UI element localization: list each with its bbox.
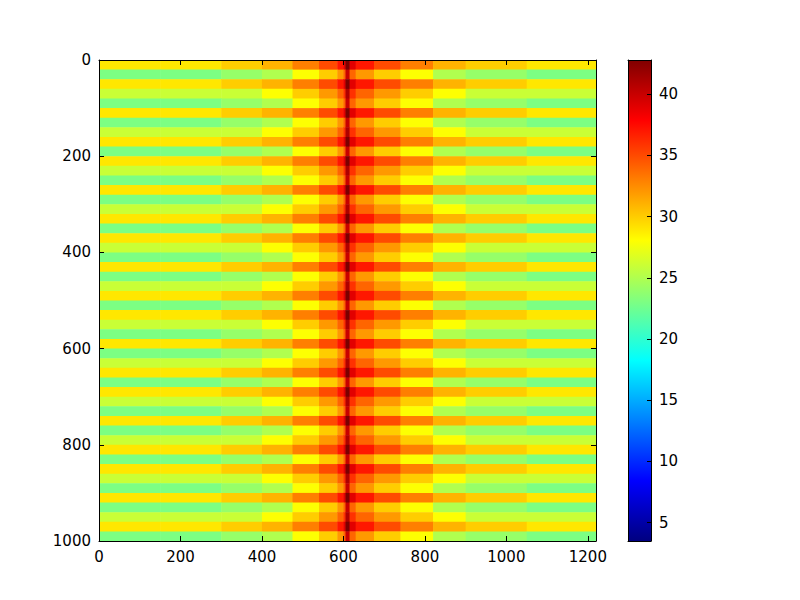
svg-text:600: 600 bbox=[62, 340, 91, 358]
svg-text:0: 0 bbox=[94, 548, 104, 566]
svg-text:1200: 1200 bbox=[569, 548, 607, 566]
svg-text:1000: 1000 bbox=[53, 532, 91, 550]
svg-text:35: 35 bbox=[659, 146, 678, 164]
svg-text:800: 800 bbox=[411, 548, 440, 566]
svg-text:400: 400 bbox=[62, 243, 91, 261]
svg-text:40: 40 bbox=[659, 85, 678, 103]
svg-text:1000: 1000 bbox=[487, 548, 525, 566]
svg-text:20: 20 bbox=[659, 330, 678, 348]
svg-text:400: 400 bbox=[248, 548, 277, 566]
svg-text:10: 10 bbox=[659, 452, 678, 470]
svg-text:0: 0 bbox=[81, 51, 91, 69]
svg-text:600: 600 bbox=[329, 548, 358, 566]
svg-text:200: 200 bbox=[166, 548, 195, 566]
svg-text:800: 800 bbox=[62, 436, 91, 454]
svg-text:5: 5 bbox=[659, 514, 669, 532]
svg-text:200: 200 bbox=[62, 147, 91, 165]
svg-text:30: 30 bbox=[659, 208, 678, 226]
svg-text:25: 25 bbox=[659, 269, 678, 287]
svg-text:15: 15 bbox=[659, 391, 678, 409]
